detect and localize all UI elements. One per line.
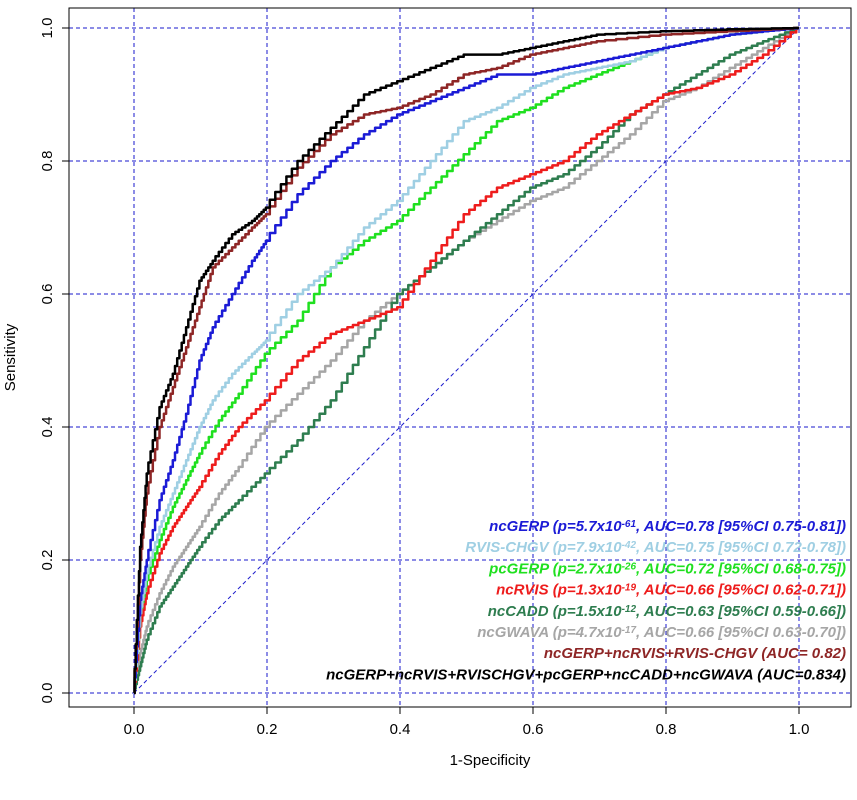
legend-exponent: -12 xyxy=(622,604,637,615)
legend-entry-4: RVIS-CHGV (p=7.9x10-42, AUC=0.75 [95%CI … xyxy=(465,539,846,556)
legend-entry-2: ncRVIS (p=1.3x10-19, AUC=0.66 [95%CI 0.6… xyxy=(496,582,846,599)
y-tick-label: 1.0 xyxy=(39,18,56,39)
x-tick-label: 0.4 xyxy=(390,721,411,738)
reference-diagonal xyxy=(133,27,800,694)
y-axis: 0.0 0.2 0.4 0.6 0.8 1.0 xyxy=(39,18,69,704)
legend-text: RVIS-CHGV (p=7.9x10 xyxy=(465,539,622,556)
y-axis-title: Sensitivity xyxy=(2,323,19,391)
legend-text: ncGERP+ncRVIS+RVISCHGV+pcGERP+ncCADD+ncG… xyxy=(326,666,846,683)
series-line-5 xyxy=(133,26,799,695)
plot-frame xyxy=(68,7,852,708)
y-tick-label: 0.0 xyxy=(39,683,56,704)
x-tick-label: 0.2 xyxy=(257,721,278,738)
y-tick-label: 0.8 xyxy=(39,151,56,172)
series-lines xyxy=(133,26,799,695)
legend-text: ncGERP+ncRVIS+RVIS-CHGV (AUC= 0.82) xyxy=(544,645,846,662)
legend-exponent: -61 xyxy=(622,519,637,530)
legend-text-tail: , AUC=0.66 [95%CI 0.63-0.70]) xyxy=(635,624,846,641)
series-line-2 xyxy=(133,26,799,695)
x-tick-label: 1.0 xyxy=(789,721,810,738)
legend-text: ncCADD (p=1.5x10 xyxy=(488,603,622,620)
legend-entry-3: pcGERP (p=2.7x10-26, AUC=0.72 [95%CI 0.6… xyxy=(488,560,846,577)
grid-lines xyxy=(69,8,851,707)
legend-text: ncRVIS (p=1.3x10 xyxy=(496,582,622,599)
legend-text: ncGERP (p=5.7x10 xyxy=(489,518,622,535)
legend-entry-0: ncGWAVA (p=4.7x10-17, AUC=0.66 [95%CI 0.… xyxy=(477,624,846,641)
series-line-6 xyxy=(133,26,799,695)
y-tick-label: 0.6 xyxy=(39,284,56,305)
x-tick-label: 0.6 xyxy=(523,721,544,738)
y-tick-label: 0.4 xyxy=(39,417,56,438)
x-tick-label: 0.8 xyxy=(656,721,677,738)
legend-exponent: -19 xyxy=(622,583,637,594)
legend-exponent: -17 xyxy=(622,625,637,636)
legend-text-tail: , AUC=0.78 [95%CI 0.75-0.81]) xyxy=(635,518,846,535)
legend-text: ncGWAVA (p=4.7x10 xyxy=(477,624,622,641)
y-tick-label: 0.2 xyxy=(39,550,56,571)
legend-entry-1: ncCADD (p=1.5x10-12, AUC=0.63 [95%CI 0.5… xyxy=(488,603,846,620)
legend-text-tail: , AUC=0.63 [95%CI 0.59-0.66]) xyxy=(635,603,846,620)
legend: ncGERP (p=5.7x10-61, AUC=0.78 [95%CI 0.7… xyxy=(326,518,846,683)
series-line-7 xyxy=(133,26,799,695)
x-tick-label: 0.0 xyxy=(124,721,145,738)
x-axis-title: 1-Specificity xyxy=(450,752,531,769)
series-line-0 xyxy=(133,26,799,695)
legend-exponent: -42 xyxy=(622,540,637,551)
legend-entry-7: ncGERP+ncRVIS+RVISCHGV+pcGERP+ncCADD+ncG… xyxy=(326,666,846,683)
legend-text-tail: , AUC=0.66 [95%CI 0.62-0.71]) xyxy=(635,582,846,599)
legend-exponent: -26 xyxy=(622,562,637,573)
legend-text-tail: , AUC=0.72 [95%CI 0.68-0.75]) xyxy=(635,560,846,577)
reference-line xyxy=(133,27,800,694)
legend-entry-5: ncGERP (p=5.7x10-61, AUC=0.78 [95%CI 0.7… xyxy=(489,518,846,535)
legend-text: pcGERP (p=2.7x10 xyxy=(488,560,622,577)
x-axis: 0.0 0.2 0.4 0.6 0.8 1.0 xyxy=(124,707,810,738)
legend-entry-6: ncGERP+ncRVIS+RVIS-CHGV (AUC= 0.82) xyxy=(544,645,846,662)
legend-text-tail: , AUC=0.75 [95%CI 0.72-0.78]) xyxy=(635,539,846,556)
series-line-4 xyxy=(133,26,799,695)
